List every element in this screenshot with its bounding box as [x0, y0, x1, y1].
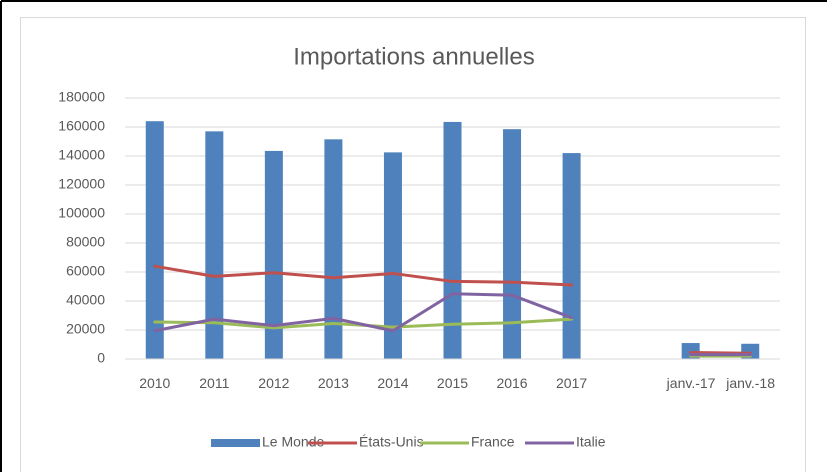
bar — [562, 153, 581, 359]
x-tick-label: 2010 — [139, 375, 171, 391]
x-tick-label: janv.-17 — [666, 375, 716, 391]
x-tick-label: janv.-18 — [726, 375, 775, 391]
y-tick-label: 40000 — [66, 292, 105, 308]
bar — [324, 139, 343, 359]
y-tick-label: 100000 — [58, 205, 105, 221]
y-tick-label: 0 — [97, 350, 105, 366]
x-tick-label: 2017 — [556, 375, 588, 391]
y-tick-label: 60000 — [66, 263, 105, 279]
bar — [205, 131, 224, 359]
legend-label: France — [471, 434, 515, 450]
x-tick-label: 2011 — [199, 375, 230, 391]
chart-title: Importations annuelles — [293, 43, 534, 70]
legend-label: États-Unis — [359, 434, 424, 450]
x-tick-label: 2016 — [496, 375, 528, 391]
line — [153, 292, 752, 357]
x-tick-label: 2015 — [436, 375, 469, 391]
bar — [443, 121, 462, 359]
x-tick-label: 2014 — [377, 375, 409, 391]
y-tick-label: 120000 — [58, 176, 105, 192]
bar — [503, 129, 522, 359]
y-tick-label: 160000 — [58, 118, 105, 134]
y-tick-label: 180000 — [58, 89, 105, 105]
bar — [264, 150, 283, 359]
bar — [383, 152, 402, 359]
legend-swatch — [211, 439, 260, 447]
x-tick-label: 2013 — [317, 375, 349, 391]
y-tick-label: 80000 — [66, 234, 105, 250]
line — [153, 264, 752, 355]
chart-border — [20, 17, 806, 472]
y-tick-label: 20000 — [66, 321, 105, 337]
x-tick-label: 2012 — [258, 375, 290, 391]
y-tick-label: 140000 — [58, 147, 105, 163]
legend-label: Italie — [576, 434, 606, 450]
legend-label: Le Monde — [262, 434, 324, 450]
bar — [145, 121, 164, 359]
